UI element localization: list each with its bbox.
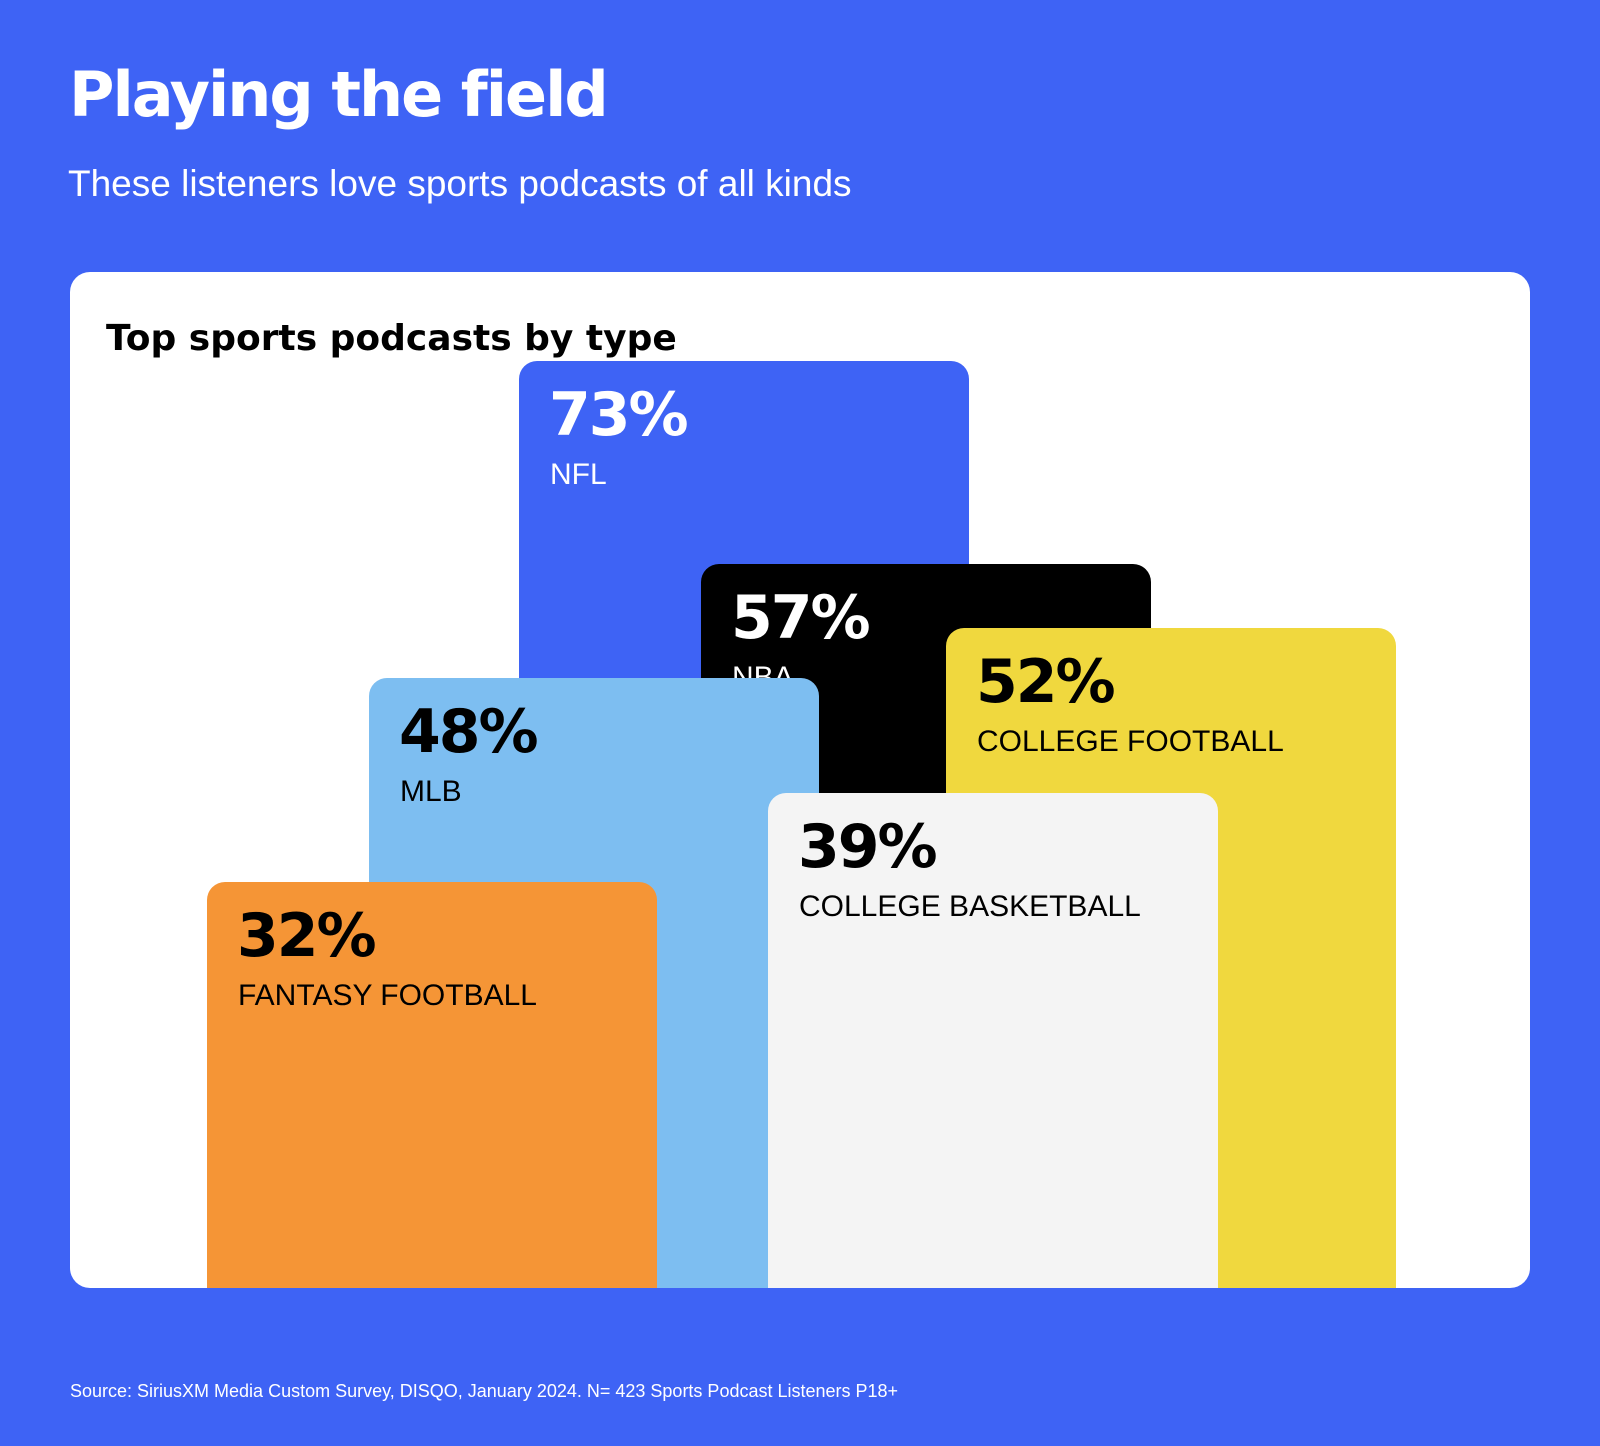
page-subtitle: These listeners love sports podcasts of … [68, 163, 852, 204]
bar-college-basketball: 39% COLLEGE BASKETBALL [768, 793, 1218, 1288]
data-label-college-football: 52% [976, 647, 1116, 717]
category-label-college-football: COLLEGE FOOTBALL [977, 725, 1284, 758]
category-label-mlb: MLB [400, 775, 462, 808]
category-label-fantasy-football: FANTASY FOOTBALL [238, 979, 537, 1012]
data-label-mlb: 48% [399, 697, 539, 767]
source-note: Source: SiriusXM Media Custom Survey, DI… [70, 1381, 899, 1401]
category-label-nfl: NFL [550, 458, 607, 491]
data-label-fantasy-football: 32% [237, 901, 377, 971]
data-label-college-basketball: 39% [798, 812, 938, 882]
bar-fantasy-football: 32% FANTASY FOOTBALL [207, 882, 657, 1288]
chart-card: Top sports podcasts by type 73% NFL 57% … [70, 272, 1530, 1288]
data-label-nfl: 73% [549, 380, 689, 450]
chart-title: Top sports podcasts by type [106, 318, 677, 359]
category-label-college-basketball: COLLEGE BASKETBALL [799, 890, 1141, 923]
data-label-nba: 57% [731, 583, 871, 653]
page-title: Playing the field [69, 58, 609, 131]
